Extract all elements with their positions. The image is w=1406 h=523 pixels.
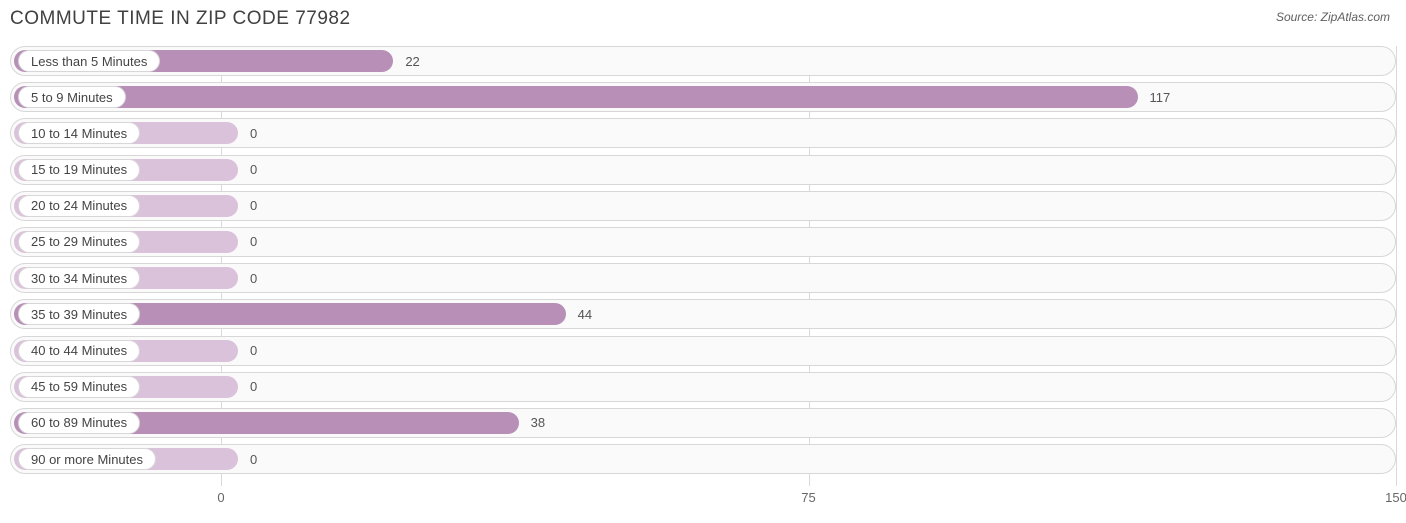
bar-value: 0: [250, 155, 257, 185]
bar-row: 30 to 34 Minutes 0: [10, 263, 1396, 293]
bar-row: 5 to 9 Minutes 117: [10, 82, 1396, 112]
chart-source: Source: ZipAtlas.com: [1276, 8, 1396, 24]
bar-row: 45 to 59 Minutes 0: [10, 372, 1396, 402]
category-label-pill: 5 to 9 Minutes: [18, 86, 126, 108]
category-label-pill: 40 to 44 Minutes: [18, 340, 140, 362]
category-label-pill: 45 to 59 Minutes: [18, 376, 140, 398]
bar-value: 0: [250, 227, 257, 257]
category-label-pill: Less than 5 Minutes: [18, 50, 160, 72]
bar-value: 117: [1150, 82, 1171, 112]
bar-row: 20 to 24 Minutes 0: [10, 191, 1396, 221]
chart-container: COMMUTE TIME IN ZIP CODE 77982 Source: Z…: [0, 0, 1406, 523]
bar-row: 90 or more Minutes 0: [10, 444, 1396, 474]
category-label-pill: 10 to 14 Minutes: [18, 122, 140, 144]
bar-value: 22: [405, 46, 419, 76]
bar-value: 0: [250, 336, 257, 366]
bar-row: 35 to 39 Minutes 44: [10, 299, 1396, 329]
bar-value: 38: [531, 408, 545, 438]
bar-value: 0: [250, 444, 257, 474]
bar-value: 0: [250, 118, 257, 148]
x-tick-label: 75: [801, 490, 815, 505]
chart-title: COMMUTE TIME IN ZIP CODE 77982: [10, 8, 351, 30]
category-label-pill: 30 to 34 Minutes: [18, 267, 140, 289]
bar-value: 0: [250, 372, 257, 402]
bar-row: 10 to 14 Minutes 0: [10, 118, 1396, 148]
x-tick-label: 0: [217, 490, 224, 505]
chart-plot: Less than 5 Minutes 22 5 to 9 Minutes 117 10…: [10, 46, 1396, 486]
grid-line: [1396, 46, 1397, 486]
category-label-pill: 25 to 29 Minutes: [18, 231, 140, 253]
bar-row: 40 to 44 Minutes 0: [10, 336, 1396, 366]
bar-value: 44: [578, 299, 592, 329]
bar-row: 15 to 19 Minutes 0: [10, 155, 1396, 185]
bar-fill: [14, 86, 1138, 108]
bar-row: Less than 5 Minutes 22: [10, 46, 1396, 76]
bar-value: 0: [250, 191, 257, 221]
category-label-pill: 35 to 39 Minutes: [18, 303, 140, 325]
bar-value: 0: [250, 263, 257, 293]
x-axis: 075150: [10, 488, 1396, 508]
category-label-pill: 60 to 89 Minutes: [18, 412, 140, 434]
chart-header: COMMUTE TIME IN ZIP CODE 77982 Source: Z…: [10, 8, 1396, 40]
x-tick-label: 150: [1385, 490, 1406, 505]
category-label-pill: 20 to 24 Minutes: [18, 195, 140, 217]
bar-row: 25 to 29 Minutes 0: [10, 227, 1396, 257]
category-label-pill: 15 to 19 Minutes: [18, 159, 140, 181]
bar-row: 60 to 89 Minutes 38: [10, 408, 1396, 438]
category-label-pill: 90 or more Minutes: [18, 448, 156, 470]
